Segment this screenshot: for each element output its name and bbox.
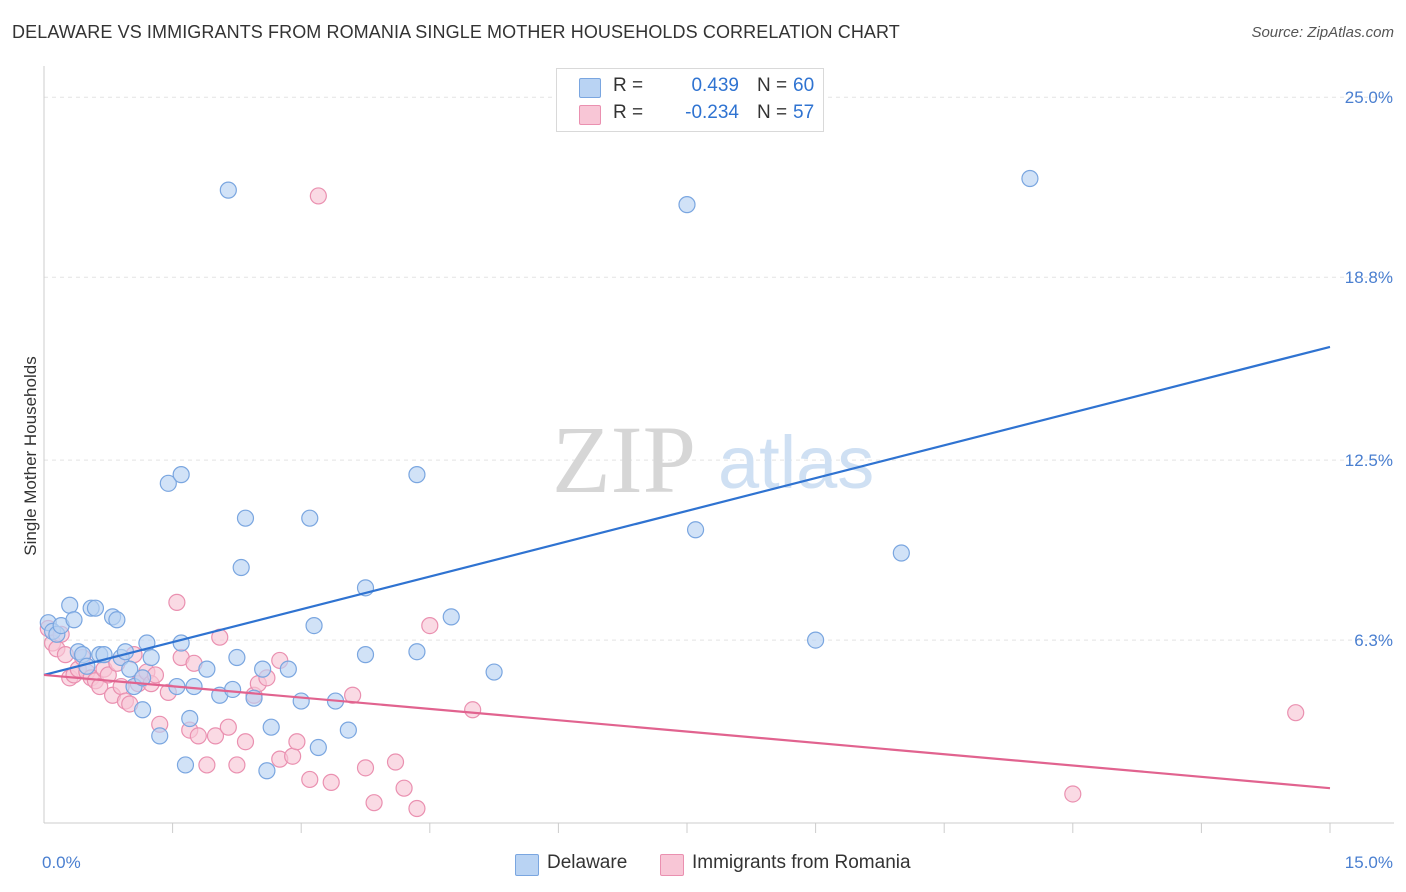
legend-swatch-romania bbox=[579, 105, 601, 125]
delaware-point bbox=[198, 660, 216, 678]
legend-n-label: N = bbox=[757, 102, 788, 123]
delaware-point bbox=[806, 631, 825, 649]
y-tick-label: 25.0% bbox=[1345, 88, 1393, 107]
delaware-point bbox=[232, 558, 250, 577]
delaware-point bbox=[262, 718, 280, 736]
grid-lines bbox=[44, 96, 1394, 641]
delaware-point bbox=[485, 663, 503, 681]
delaware-point bbox=[309, 738, 327, 757]
delaware-point bbox=[686, 521, 705, 539]
legend-n-label: N = bbox=[757, 75, 788, 96]
y-axis-label: Single Mother Households bbox=[21, 356, 40, 555]
romania-point bbox=[408, 799, 426, 818]
watermark-zip: ZIP bbox=[552, 406, 696, 513]
legend-n-value-romania: 57 bbox=[793, 102, 815, 123]
romania-point bbox=[464, 701, 482, 719]
romania-point bbox=[91, 677, 109, 696]
delaware-point bbox=[61, 596, 79, 614]
delaware-point bbox=[678, 196, 696, 214]
delaware-point bbox=[301, 509, 319, 527]
delaware-point bbox=[305, 616, 323, 635]
x-tick-label-max: 15.0% bbox=[1345, 853, 1393, 872]
legend-swatch-delaware bbox=[579, 78, 601, 98]
romania-point bbox=[1064, 785, 1082, 803]
delaware-point bbox=[339, 721, 357, 739]
delaware-point bbox=[408, 466, 426, 484]
delaware-point bbox=[228, 648, 246, 667]
stats-legend: R = 0.439 N = 60 R = -0.234 N = 57 bbox=[556, 68, 824, 132]
delaware-point bbox=[142, 648, 160, 667]
delaware-point bbox=[224, 680, 242, 699]
delaware-point bbox=[133, 669, 152, 687]
delaware-point bbox=[254, 660, 272, 678]
delaware-point bbox=[442, 608, 460, 626]
romania-point bbox=[1287, 704, 1305, 722]
delaware-point bbox=[108, 611, 126, 629]
watermark: ZIP atlas bbox=[552, 406, 874, 513]
romania-point bbox=[386, 753, 405, 771]
bottom-legend-swatch-delaware bbox=[515, 854, 539, 876]
delaware-point bbox=[292, 692, 310, 710]
romania-point bbox=[356, 759, 375, 777]
delaware-point bbox=[408, 643, 426, 661]
delaware-point bbox=[172, 466, 190, 484]
romania-point bbox=[228, 756, 246, 774]
legend-r-value-romania: -0.234 bbox=[685, 102, 739, 123]
legend-r-label: R = bbox=[613, 75, 644, 96]
trendline-delaware bbox=[43, 345, 1331, 677]
watermark-atlas: atlas bbox=[718, 421, 874, 504]
trendline-romania bbox=[43, 673, 1331, 790]
romania-point bbox=[198, 756, 216, 774]
x-tick-label-min: 0.0% bbox=[42, 853, 81, 872]
delaware-point bbox=[892, 544, 910, 562]
romania-point bbox=[322, 773, 340, 791]
delaware-point bbox=[356, 646, 375, 664]
romania-point bbox=[395, 779, 413, 797]
romania-point bbox=[421, 616, 439, 635]
y-tick-label: 6.3% bbox=[1354, 631, 1393, 650]
legend-r-value-delaware: 0.439 bbox=[691, 75, 739, 96]
delaware-point bbox=[181, 709, 199, 728]
delaware-point bbox=[159, 474, 177, 492]
romania-point bbox=[365, 794, 383, 812]
delaware-point bbox=[151, 727, 169, 745]
romania-point bbox=[168, 593, 186, 611]
romania-point bbox=[288, 733, 306, 751]
legend-r-label: R = bbox=[613, 102, 644, 123]
romania-point bbox=[301, 770, 319, 789]
delaware-point bbox=[219, 181, 237, 199]
legend-n-value-delaware: 60 bbox=[793, 75, 815, 96]
delaware-point bbox=[236, 509, 255, 527]
romania-point bbox=[344, 686, 362, 704]
delaware-point bbox=[121, 660, 139, 678]
chart-title: DELAWARE VS IMMIGRANTS FROM ROMANIA SING… bbox=[12, 22, 900, 42]
romania-point bbox=[284, 747, 302, 765]
romania-point bbox=[219, 718, 237, 736]
delaware-point bbox=[279, 660, 297, 678]
delaware-point bbox=[65, 611, 83, 629]
axes bbox=[43, 66, 1394, 833]
y-tick-label: 12.5% bbox=[1345, 451, 1393, 470]
bottom-legend-swatch-romania bbox=[660, 854, 684, 876]
delaware-point bbox=[258, 762, 276, 780]
delaware-point bbox=[86, 599, 105, 617]
bottom-legend-label-delaware: Delaware bbox=[547, 852, 628, 873]
tick-labels: 6.3% 12.5% 18.8% 25.0% 0.0% 15.0% bbox=[42, 88, 1393, 872]
delaware-point bbox=[1021, 169, 1039, 188]
romania-point bbox=[309, 187, 327, 205]
romania-point bbox=[206, 727, 225, 745]
y-tick-label: 18.8% bbox=[1345, 268, 1393, 287]
delaware-point bbox=[133, 701, 152, 719]
romania-point bbox=[236, 733, 255, 751]
romania-point bbox=[99, 666, 117, 684]
chart-source: Source: ZipAtlas.com bbox=[1251, 24, 1394, 41]
delaware-point bbox=[176, 756, 195, 774]
romania-point bbox=[189, 727, 207, 745]
bottom-legend-label-romania: Immigrants from Romania bbox=[692, 852, 911, 873]
series-delaware-points bbox=[39, 169, 1039, 780]
trendlines bbox=[43, 345, 1331, 790]
